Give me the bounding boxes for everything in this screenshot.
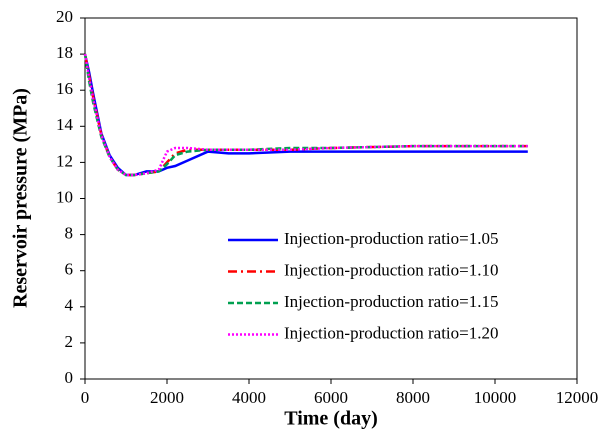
y-tick-label: 14 xyxy=(56,115,74,134)
series-line xyxy=(83,53,528,177)
y-tick-label: 12 xyxy=(56,151,73,170)
legend-label: Injection-production ratio=1.20 xyxy=(284,323,498,342)
y-tick-label: 20 xyxy=(56,7,73,26)
x-tick-label: 12000 xyxy=(556,388,599,407)
x-tick-label: 6000 xyxy=(314,388,348,407)
y-axis-title: Reservoir pressure (MPa) xyxy=(10,88,32,308)
y-tick-label: 2 xyxy=(65,332,74,351)
x-tick-label: 10000 xyxy=(474,388,517,407)
x-axis-title: Time (day) xyxy=(284,408,378,430)
x-tick-label: 0 xyxy=(81,388,90,407)
y-tick-label: 18 xyxy=(56,43,73,62)
series-line xyxy=(83,53,528,177)
series-line xyxy=(83,53,528,177)
series-line xyxy=(83,53,528,177)
x-tick-label: 4000 xyxy=(232,388,266,407)
legend-label: Injection-production ratio=1.15 xyxy=(284,292,498,311)
legend-label: Injection-production ratio=1.05 xyxy=(284,229,498,248)
y-tick-label: 6 xyxy=(65,260,74,279)
x-tick-label: 8000 xyxy=(396,388,430,407)
y-tick-label: 10 xyxy=(56,187,73,206)
y-tick-label: 0 xyxy=(65,368,74,387)
y-tick-label: 16 xyxy=(56,79,73,98)
y-tick-label: 8 xyxy=(65,224,74,243)
legend-label: Injection-production ratio=1.10 xyxy=(284,260,498,279)
x-tick-label: 2000 xyxy=(150,388,184,407)
y-tick-label: 4 xyxy=(65,296,74,315)
